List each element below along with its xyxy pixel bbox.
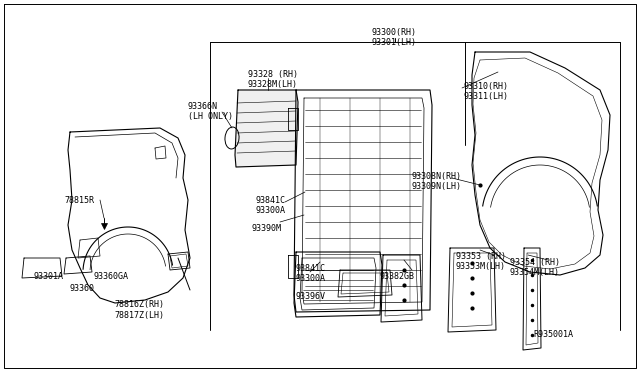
Text: 93300A: 93300A: [255, 206, 285, 215]
Text: 93301(LH): 93301(LH): [372, 38, 417, 47]
Polygon shape: [235, 90, 298, 167]
Text: 93366N: 93366N: [188, 102, 218, 111]
Text: 93841C: 93841C: [255, 196, 285, 205]
Text: 93390M: 93390M: [252, 224, 282, 233]
Text: 93309N(LH): 93309N(LH): [412, 182, 462, 191]
Text: 93300A: 93300A: [295, 274, 325, 283]
Text: 93308N(RH): 93308N(RH): [412, 172, 462, 181]
Text: 93354M(LH): 93354M(LH): [510, 268, 560, 277]
Text: 78817Z(LH): 78817Z(LH): [114, 311, 164, 320]
Text: 93311(LH): 93311(LH): [463, 92, 508, 101]
Text: 93382GB: 93382GB: [380, 272, 415, 281]
Text: 93353 (RH): 93353 (RH): [456, 252, 506, 261]
Text: 78815R: 78815R: [64, 196, 94, 205]
Text: 93328M(LH): 93328M(LH): [248, 80, 298, 89]
Text: 93841C: 93841C: [295, 264, 325, 273]
Text: 93300(RH): 93300(RH): [372, 28, 417, 37]
Text: 93328 (RH): 93328 (RH): [248, 70, 298, 79]
Text: 78816Z(RH): 78816Z(RH): [114, 300, 164, 309]
Text: 93360GA: 93360GA: [94, 272, 129, 281]
Text: 93396V: 93396V: [295, 292, 325, 301]
Text: 93353M(LH): 93353M(LH): [456, 262, 506, 271]
Text: (LH ONLY): (LH ONLY): [188, 112, 233, 121]
Text: 93360: 93360: [70, 284, 95, 293]
Text: 93310(RH): 93310(RH): [463, 82, 508, 91]
Text: R935001A: R935001A: [533, 330, 573, 339]
Text: 93301A: 93301A: [34, 272, 64, 281]
Text: 93354 (RH): 93354 (RH): [510, 258, 560, 267]
